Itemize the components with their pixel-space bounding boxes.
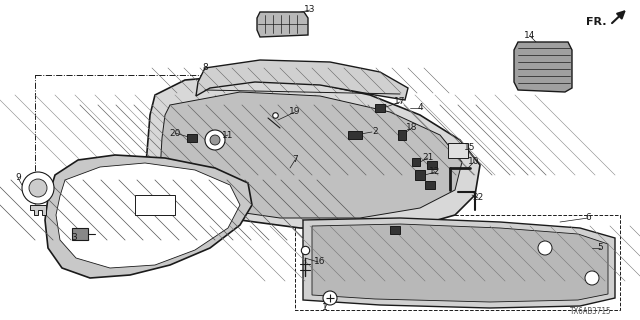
Text: 14: 14	[524, 31, 536, 41]
Polygon shape	[514, 42, 572, 92]
Polygon shape	[348, 131, 362, 139]
Polygon shape	[196, 60, 408, 100]
Polygon shape	[257, 12, 308, 37]
Text: 13: 13	[304, 5, 316, 14]
Text: FR.: FR.	[586, 17, 607, 27]
Text: 17: 17	[394, 98, 406, 107]
Polygon shape	[375, 104, 385, 112]
Polygon shape	[30, 205, 46, 215]
Polygon shape	[145, 75, 480, 230]
Text: 5: 5	[597, 244, 603, 252]
Circle shape	[210, 135, 220, 145]
Polygon shape	[398, 130, 406, 140]
Circle shape	[585, 271, 599, 285]
Text: 9: 9	[15, 173, 21, 182]
Text: 22: 22	[472, 194, 484, 203]
Text: TX6AB3715: TX6AB3715	[570, 307, 612, 316]
Text: 4: 4	[417, 103, 423, 113]
Polygon shape	[390, 226, 400, 234]
Text: 21: 21	[422, 154, 434, 163]
Polygon shape	[412, 158, 420, 166]
Text: 1: 1	[322, 303, 328, 313]
Text: 3: 3	[71, 233, 77, 242]
Polygon shape	[425, 181, 435, 189]
Text: 16: 16	[314, 258, 326, 267]
Polygon shape	[45, 155, 252, 278]
Polygon shape	[415, 170, 425, 180]
Text: 19: 19	[289, 108, 301, 116]
Circle shape	[205, 130, 225, 150]
Polygon shape	[160, 92, 462, 218]
Polygon shape	[427, 161, 437, 169]
Text: 2: 2	[372, 127, 378, 137]
Text: 20: 20	[170, 129, 180, 138]
Polygon shape	[448, 143, 468, 158]
Polygon shape	[56, 163, 240, 268]
Polygon shape	[187, 134, 197, 142]
Polygon shape	[312, 224, 608, 302]
Text: 10: 10	[468, 157, 480, 166]
Text: 11: 11	[222, 131, 234, 140]
Polygon shape	[303, 218, 615, 308]
Text: 15: 15	[464, 143, 476, 153]
Circle shape	[22, 172, 54, 204]
Text: 8: 8	[202, 63, 208, 73]
Text: 18: 18	[406, 124, 418, 132]
Text: 12: 12	[429, 167, 441, 177]
Circle shape	[538, 241, 552, 255]
Circle shape	[29, 179, 47, 197]
Polygon shape	[135, 195, 175, 215]
Text: 6: 6	[585, 213, 591, 222]
Circle shape	[323, 291, 337, 305]
Text: 7: 7	[292, 156, 298, 164]
Polygon shape	[72, 228, 88, 240]
